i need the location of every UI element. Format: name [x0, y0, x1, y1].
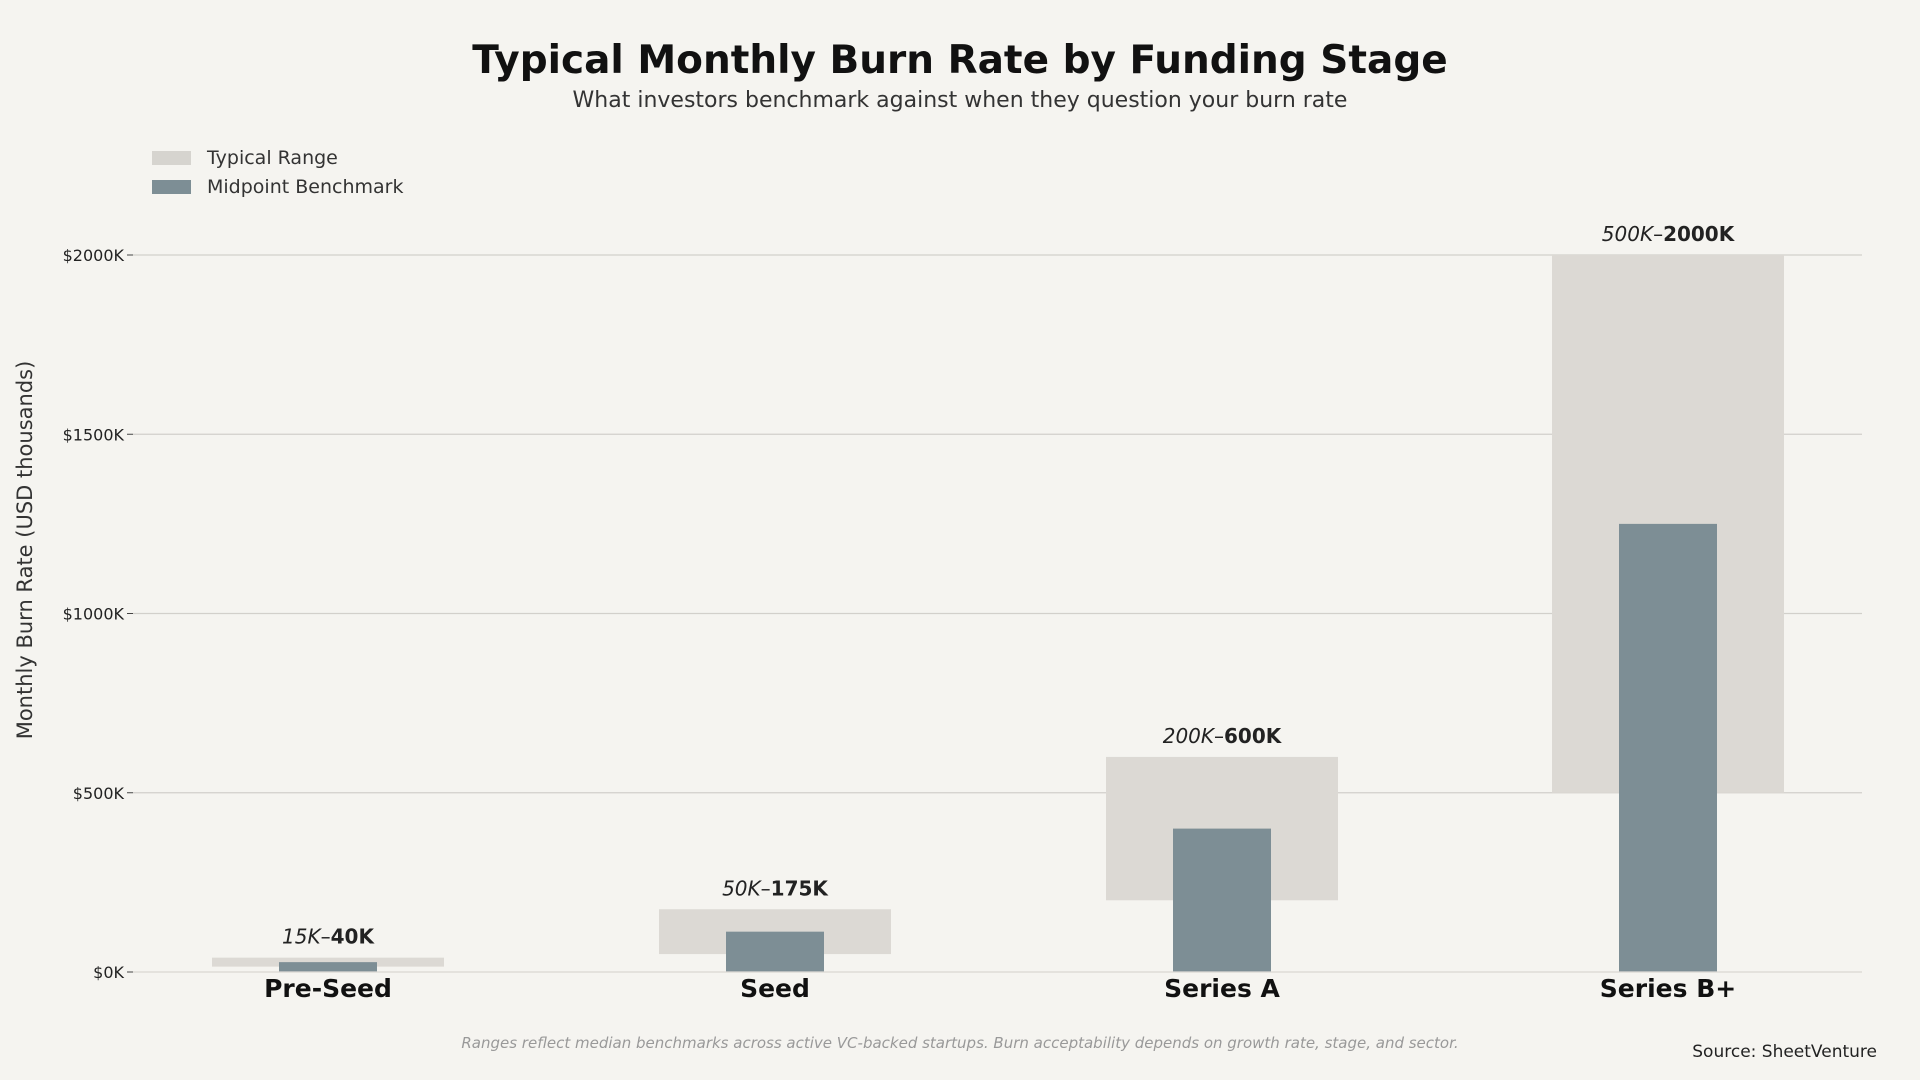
range-label-sep: –	[321, 925, 331, 949]
y-tick-label: $2000K	[63, 246, 125, 265]
midpoint-bar	[726, 931, 824, 972]
range-label-low: 200K	[1163, 724, 1216, 748]
range-label: 500K–2000K	[1602, 222, 1736, 246]
range-label-high: 600K	[1224, 724, 1283, 748]
source-note: Source: SheetVenture	[1692, 1042, 1877, 1062]
range-label-low: 50K	[722, 876, 762, 900]
range-label-sep: –	[1653, 222, 1663, 246]
legend-label-midpoint: Midpoint Benchmark	[207, 175, 404, 198]
footnote: Ranges reflect median benchmarks across …	[461, 1034, 1459, 1052]
y-tick-label: $0K	[93, 963, 124, 982]
legend-label-range: Typical Range	[207, 146, 338, 169]
legend-item-midpoint: Midpoint Benchmark	[152, 172, 403, 201]
range-label-high: 175K	[771, 876, 830, 900]
midpoint-bar	[279, 962, 377, 972]
chart-subtitle: What investors benchmark against when th…	[572, 88, 1348, 113]
legend-item-range: Typical Range	[152, 143, 403, 172]
midpoint-bar	[1619, 523, 1717, 972]
range-label: 15K–40K	[282, 925, 375, 949]
legend-swatch-midpoint	[152, 179, 191, 194]
x-tick-label: Seed	[740, 974, 810, 1003]
range-label-sep: –	[1214, 724, 1224, 748]
range-label: 50K–175K	[722, 876, 829, 900]
y-tick-label: $1000K	[63, 605, 125, 624]
legend: Typical Range Midpoint Benchmark	[152, 143, 403, 201]
y-tick-label: $1500K	[63, 425, 125, 444]
range-label-high: 40K	[331, 925, 376, 949]
x-tick-label: Series B+	[1600, 974, 1736, 1003]
y-tick-label: $500K	[73, 784, 125, 803]
chart-title: Typical Monthly Burn Rate by Funding Sta…	[472, 38, 1448, 83]
x-tick-label: Series A	[1164, 974, 1280, 1003]
midpoint-bar	[1173, 828, 1271, 972]
range-label-high: 2000K	[1663, 222, 1736, 246]
legend-swatch-range	[152, 150, 191, 165]
x-tick-label: Pre-Seed	[264, 974, 392, 1003]
range-label-sep: –	[761, 876, 771, 900]
range-label-low: 500K	[1602, 222, 1655, 246]
range-label-low: 15K	[282, 925, 322, 949]
range-label: 200K–600K	[1163, 724, 1283, 748]
